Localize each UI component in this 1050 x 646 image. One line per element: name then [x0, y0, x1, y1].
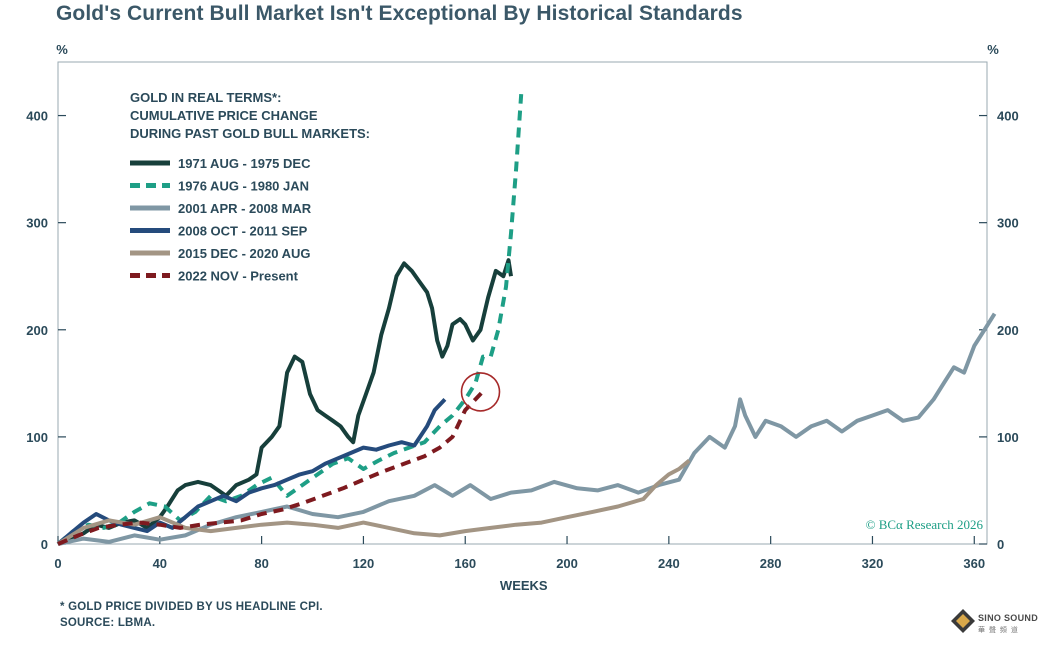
x-axis-label: WEEKS [500, 578, 548, 593]
bca-watermark: © BCα Research 2026 [866, 517, 984, 532]
x-tick-label: 280 [760, 556, 782, 571]
y-tick-label-left: 200 [26, 323, 48, 338]
y-tick-label-left: 100 [26, 430, 48, 445]
y-tick-label-right: 200 [997, 323, 1019, 338]
footnote-cpi: * GOLD PRICE DIVIDED BY US HEADLINE CPI. [60, 601, 323, 613]
diamond-logo-icon [951, 609, 975, 633]
sino-sound-logo: SINO SOUND 華 聲 頻 道 [950, 608, 1046, 638]
y-tick-label-right: 300 [997, 216, 1019, 231]
legend-label-5: 2022 NOV - Present [178, 269, 299, 284]
series-line-4 [56, 458, 691, 546]
y-tick-label-left: 400 [26, 109, 48, 124]
logo-text-cn: 華 聲 頻 道 [978, 627, 1019, 634]
y-axis-unit-right: % [987, 42, 999, 57]
chart-title: Gold's Current Bull Market Isn't Excepti… [56, 2, 743, 25]
legend-label-3: 2008 OCT - 2011 SEP [178, 224, 308, 239]
x-tick-label: 240 [658, 556, 680, 571]
legend-label-4: 2015 DEC - 2020 AUG [178, 246, 310, 261]
plot-frame [57, 61, 988, 545]
legend-label-1: 1976 AUG - 1980 JAN [178, 179, 309, 194]
legend-title-line: GOLD IN REAL TERMS*: [130, 90, 281, 105]
y-tick-label-right: 400 [997, 109, 1019, 124]
y-tick-label-left: 300 [26, 216, 48, 231]
x-tick-label: 120 [353, 556, 375, 571]
series-line-0 [57, 258, 513, 546]
series-line-5 [57, 387, 488, 546]
x-tick-label: 320 [862, 556, 884, 571]
x-tick-label: 200 [556, 556, 578, 571]
y-tick-label-right: 0 [997, 537, 1004, 552]
x-tick-label: 160 [454, 556, 476, 571]
highlight-circle [460, 372, 501, 412]
legend-label-2: 2001 APR - 2008 MAR [178, 201, 312, 216]
x-tick-label: 80 [254, 556, 268, 571]
legend-title-line: CUMULATIVE PRICE CHANGE [130, 108, 318, 123]
y-tick-label-left: 0 [41, 537, 48, 552]
x-tick-label: 0 [54, 556, 61, 571]
x-tick-label: 360 [963, 556, 985, 571]
legend-title-line: DURING PAST GOLD BULL MARKETS: [130, 126, 370, 141]
y-axis-unit-left: % [56, 42, 68, 57]
footnote-source: SOURCE: LBMA. [60, 617, 156, 629]
logo-text-en: SINO SOUND [978, 613, 1039, 623]
legend-label-0: 1971 AUG - 1975 DEC [178, 156, 311, 171]
y-tick-label-right: 100 [997, 430, 1019, 445]
x-tick-label: 40 [153, 556, 167, 571]
